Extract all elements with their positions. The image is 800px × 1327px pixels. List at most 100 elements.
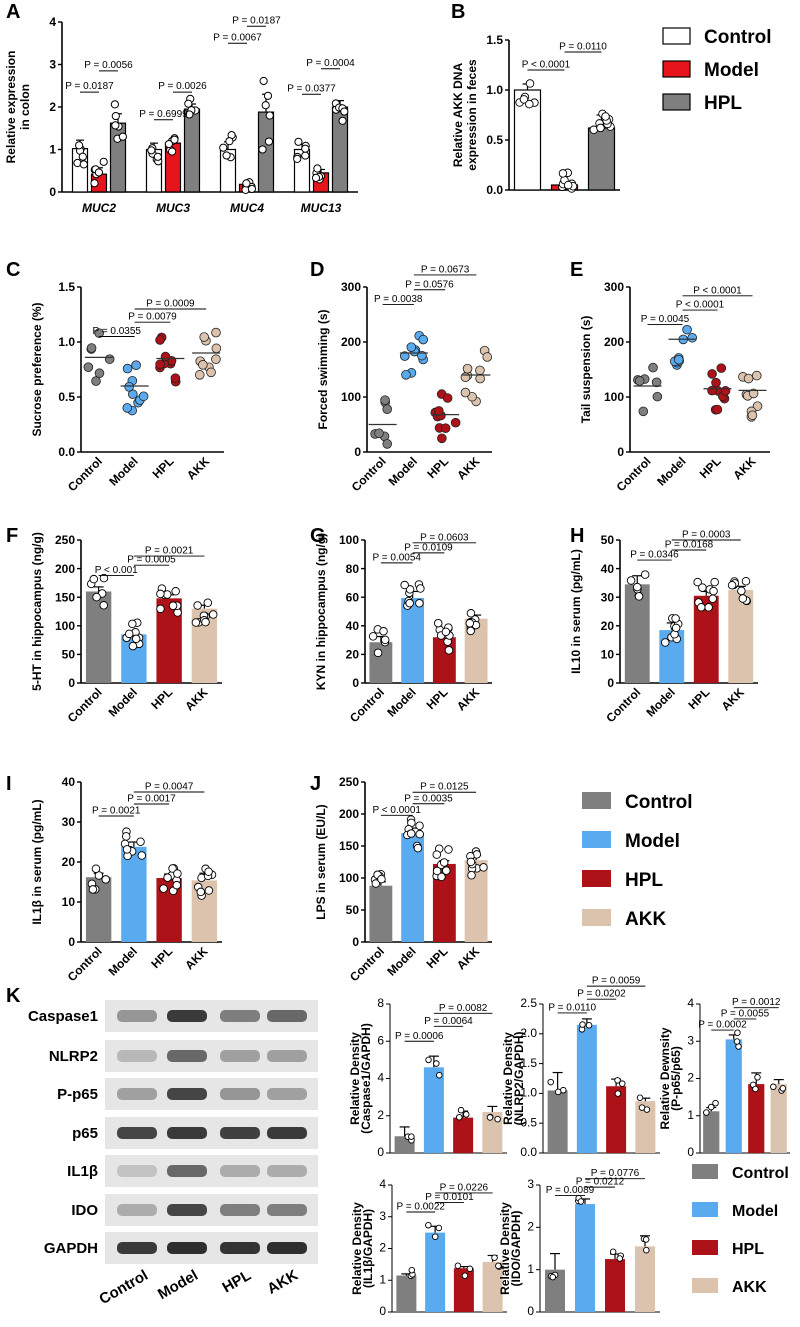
data-point-akk xyxy=(479,863,488,872)
data-point-control xyxy=(651,377,662,388)
blot-band xyxy=(167,1127,207,1139)
data-point-hpl xyxy=(614,1090,622,1097)
x-category-label: HPL xyxy=(148,685,175,712)
data-point-model xyxy=(733,1038,741,1045)
y-axis-label-line: in colon xyxy=(18,84,32,130)
p-value-label: P = 0.0168 xyxy=(665,540,714,551)
legend-swatch-hpl xyxy=(662,93,691,111)
x-category-label: HPL xyxy=(424,944,451,971)
y-tick-label: 0.0 xyxy=(520,1145,537,1159)
data-point-control xyxy=(648,362,658,373)
p-value-label: P = 0.0035 xyxy=(404,793,453,804)
data-point xyxy=(168,147,177,156)
data-point-control xyxy=(703,1109,710,1116)
legend-swatch-control xyxy=(692,1164,718,1179)
blot-band xyxy=(117,1050,157,1062)
y-axis-label-line: Relative Density xyxy=(348,1032,362,1125)
panel-b: B 0.0 0.5 1.0 1.5 Relative AKK DNAexpression … xyxy=(451,1,620,197)
y-tick-label: 30 xyxy=(601,590,615,604)
bar-control xyxy=(396,1275,417,1312)
p-value-label: P = 0.0187 xyxy=(65,81,114,92)
blot-row-label-p65: p65 xyxy=(72,1125,98,1142)
blot-band xyxy=(167,1088,207,1100)
data-point xyxy=(301,144,310,153)
x-category-label: Control xyxy=(349,454,389,494)
data-point-akk xyxy=(638,1104,646,1111)
data-point xyxy=(294,137,303,146)
data-point-hpl xyxy=(437,872,446,882)
blot-lane-label: HPL xyxy=(220,1267,254,1297)
bar-model xyxy=(575,1204,595,1312)
y-tick-label: 4 xyxy=(49,15,56,29)
data-point xyxy=(164,139,174,149)
legend-label: AKK xyxy=(732,1279,767,1296)
data-point-control xyxy=(652,391,663,402)
data-point-akk xyxy=(204,867,213,876)
y-tick-label: 200 xyxy=(339,807,359,821)
data-point-hpl xyxy=(163,873,172,882)
data-point-hpl xyxy=(461,1272,469,1279)
blot-strip-ido xyxy=(105,1194,318,1226)
data-point xyxy=(219,143,228,152)
y-tick-label: 100 xyxy=(604,390,624,404)
data-point xyxy=(247,184,257,194)
data-point-akk xyxy=(747,410,758,421)
y-tick-label: 100 xyxy=(339,871,359,885)
y-tick-label: 2 xyxy=(49,100,56,114)
x-category-label: Control xyxy=(614,454,654,494)
data-point-model xyxy=(416,584,425,593)
y-tick-label: 0 xyxy=(49,185,56,199)
data-point-hpl xyxy=(432,866,442,876)
legend-mid: Control Model HPL AKK xyxy=(582,792,693,930)
data-point xyxy=(111,121,120,130)
bar-model xyxy=(725,1039,742,1153)
y-axis-label: Relative Dewnsity(P-p65/p65) xyxy=(658,1027,683,1129)
y-axis-label-line: KYN in hippocampus (ng/g) xyxy=(314,533,328,690)
data-point-control xyxy=(86,343,97,353)
blot-band xyxy=(167,1242,207,1254)
data-point-akk xyxy=(203,598,213,608)
legend-swatch-model xyxy=(582,831,611,848)
p-value-label: P = 0.0110 xyxy=(548,1002,596,1013)
data-point-model xyxy=(400,580,409,590)
data-point-hpl xyxy=(433,618,443,628)
data-point-model xyxy=(124,382,134,392)
legend-label: HPL xyxy=(625,870,663,891)
y-axis-label: Tail suspension (s) xyxy=(579,316,593,424)
x-category-label: Model xyxy=(384,685,418,719)
x-category-label: Model xyxy=(643,685,677,719)
y-tick-label: 3 xyxy=(687,1033,694,1047)
legend-label: AKK xyxy=(625,909,666,930)
bar-akk xyxy=(635,1101,656,1153)
data-point-hpl xyxy=(171,587,180,596)
data-point-akk xyxy=(211,343,222,354)
data-point-model xyxy=(124,629,134,639)
data-point-akk xyxy=(482,352,493,362)
data-point xyxy=(264,137,274,146)
data-point-model xyxy=(399,351,410,361)
data-point-model xyxy=(418,334,429,345)
y-tick-label: 200 xyxy=(55,562,75,576)
data-point-model xyxy=(660,638,670,647)
data-point xyxy=(313,164,322,173)
blot-band xyxy=(267,1204,307,1216)
data-point-control xyxy=(549,1273,557,1281)
data-point xyxy=(111,111,120,121)
data-point-hpl xyxy=(159,884,168,893)
western-blot: K Caspase1 NLRP2 P-p65 p65 IL1β IDO GAPDH Contro… xyxy=(6,985,318,1308)
data-point-control xyxy=(83,362,94,372)
y-tick-label: 3 xyxy=(49,58,56,72)
data-point-akk xyxy=(201,617,210,627)
y-tick-label: 2 xyxy=(379,1241,386,1255)
x-category-label: Model xyxy=(654,454,688,488)
data-point-model xyxy=(579,1021,586,1028)
bar-control xyxy=(547,1090,568,1153)
y-tick-label: 0.0 xyxy=(486,183,503,197)
data-point xyxy=(225,137,234,146)
legend-swatch-akk xyxy=(582,909,611,926)
bar-akk xyxy=(635,1246,655,1312)
data-point-model xyxy=(687,332,698,343)
y-tick-label: 4 xyxy=(379,1177,386,1191)
data-point xyxy=(301,151,310,160)
data-point-control xyxy=(626,576,636,585)
